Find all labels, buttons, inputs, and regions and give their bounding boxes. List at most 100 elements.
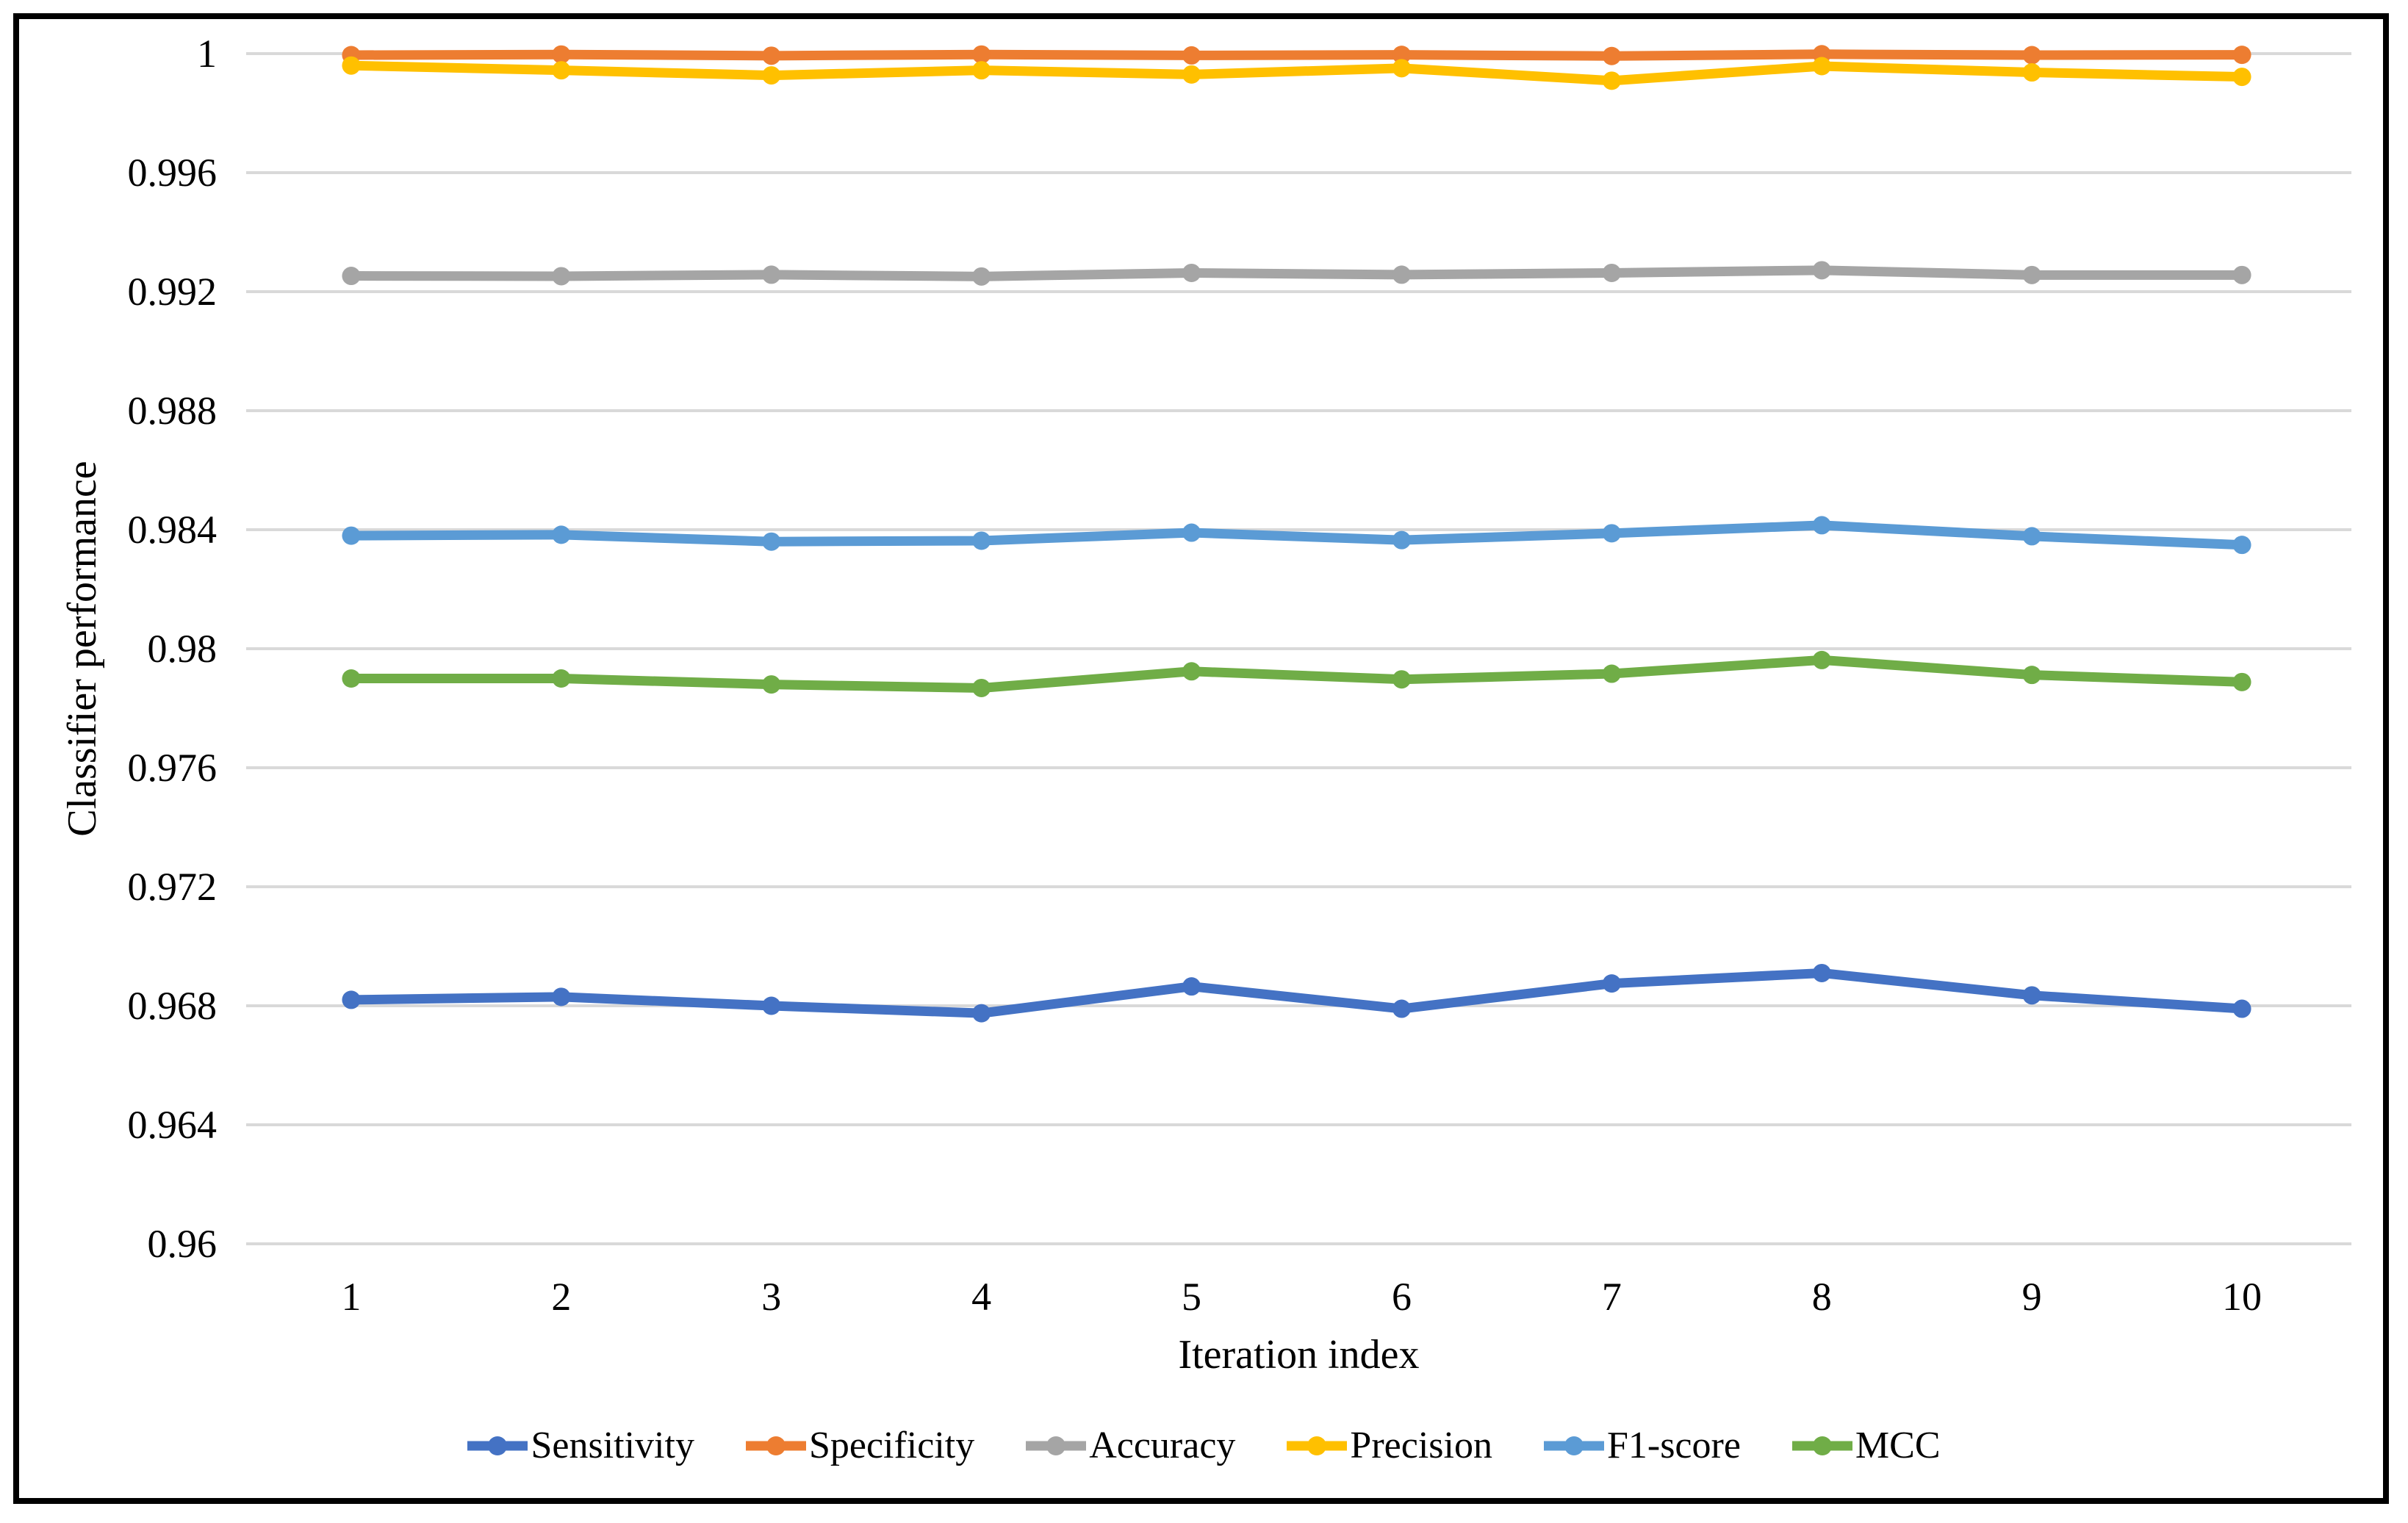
y-tick-label: 1 xyxy=(197,32,217,76)
series-point-mcc-7 xyxy=(1602,664,1621,683)
series-point-f1-score-7 xyxy=(1602,524,1621,543)
series-line-f1-score xyxy=(346,520,2247,550)
series-point-f1-score-1 xyxy=(342,526,361,545)
series-point-accuracy-7 xyxy=(1602,263,1621,282)
legend-dot xyxy=(488,1436,508,1455)
series-point-specificity-2 xyxy=(552,45,571,64)
legend-item-sensitivity: Sensitivity xyxy=(467,1424,694,1467)
series-point-sensitivity-6 xyxy=(1392,999,1411,1018)
x-axis-title: Iteration index xyxy=(1178,1332,1420,1378)
legend-item-accuracy: Accuracy xyxy=(1026,1424,1235,1467)
legend-dot xyxy=(1046,1436,1066,1455)
legend-dot xyxy=(1564,1436,1584,1455)
series-point-accuracy-9 xyxy=(2022,265,2041,284)
series-point-f1-score-6 xyxy=(1392,530,1411,550)
x-tick-label: 10 xyxy=(2222,1275,2262,1319)
series-point-precision-1 xyxy=(342,56,361,75)
y-tick-label: 0.964 xyxy=(128,1103,218,1147)
legend-dot xyxy=(1307,1436,1327,1455)
legend: Sensitivity Specificity Accuracy Precision F… xyxy=(19,1424,2389,1467)
series-point-sensitivity-8 xyxy=(1812,963,1831,982)
legend-label: MCC xyxy=(1855,1425,1941,1466)
series-point-accuracy-5 xyxy=(1182,263,1201,282)
series-point-specificity-6 xyxy=(1392,46,1411,65)
series-point-accuracy-4 xyxy=(972,267,991,286)
legend-label: Sensitivity xyxy=(531,1425,694,1466)
x-tick-label: 8 xyxy=(1812,1275,1832,1319)
series-point-mcc-4 xyxy=(972,678,991,697)
series-point-f1-score-3 xyxy=(762,532,781,551)
series-point-specificity-7 xyxy=(1602,46,1621,65)
series-point-mcc-5 xyxy=(1182,662,1201,681)
x-tick-label: 1 xyxy=(341,1275,361,1319)
series-point-precision-6 xyxy=(1392,59,1411,78)
x-tick-label: 2 xyxy=(551,1275,571,1319)
series-line-accuracy xyxy=(346,265,2247,281)
series-point-accuracy-10 xyxy=(2232,265,2251,284)
y-tick-label: 0.992 xyxy=(128,270,218,314)
legend-marker-icon xyxy=(745,1436,806,1455)
series-point-f1-score-8 xyxy=(1812,516,1831,535)
series-point-sensitivity-4 xyxy=(972,1004,991,1023)
series-point-mcc-10 xyxy=(2232,672,2251,691)
y-tick-label: 0.976 xyxy=(128,746,218,790)
series-point-mcc-3 xyxy=(762,675,781,694)
y-tick-label: 0.988 xyxy=(128,389,218,433)
legend-marker-icon xyxy=(467,1436,528,1455)
series-point-specificity-10 xyxy=(2232,46,2251,65)
series-point-mcc-6 xyxy=(1392,670,1411,689)
y-tick-label: 0.972 xyxy=(128,865,218,909)
series-point-specificity-5 xyxy=(1182,46,1201,65)
series-point-sensitivity-10 xyxy=(2232,999,2251,1018)
series-point-mcc-2 xyxy=(552,669,571,688)
chart-frame xyxy=(13,13,2389,1504)
series-point-mcc-9 xyxy=(2022,666,2041,685)
series-point-sensitivity-3 xyxy=(762,996,781,1015)
series-point-precision-10 xyxy=(2232,68,2251,87)
legend-dot xyxy=(1812,1436,1832,1455)
x-tick-label: 9 xyxy=(2022,1275,2042,1319)
series-point-precision-2 xyxy=(552,61,571,80)
y-tick-label: 0.996 xyxy=(128,151,218,195)
y-axis-title: Classifier performance xyxy=(60,461,105,837)
series-line-precision xyxy=(346,60,2247,86)
legend-label: Specificity xyxy=(808,1425,975,1466)
series-point-f1-score-5 xyxy=(1182,523,1201,542)
legend-item-f1-score: F1-score xyxy=(1543,1424,1741,1467)
series-line-specificity xyxy=(346,49,2247,61)
series-point-specificity-9 xyxy=(2022,46,2041,65)
legend-marker-icon xyxy=(1026,1436,1087,1455)
series-point-mcc-1 xyxy=(342,669,361,688)
legend-marker-icon xyxy=(1287,1436,1348,1455)
series-point-accuracy-8 xyxy=(1812,261,1831,280)
y-tick-label: 0.968 xyxy=(128,984,218,1028)
series-line-sensitivity xyxy=(346,968,2247,1018)
series-point-sensitivity-7 xyxy=(1602,974,1621,993)
x-tick-label: 3 xyxy=(761,1275,781,1319)
legend-label: Precision xyxy=(1350,1425,1492,1466)
series-point-precision-7 xyxy=(1602,71,1621,90)
series-point-accuracy-3 xyxy=(762,265,781,284)
series-point-accuracy-6 xyxy=(1392,265,1411,284)
series-point-precision-4 xyxy=(972,61,991,80)
legend-label: Accuracy xyxy=(1089,1425,1236,1466)
series-point-mcc-8 xyxy=(1812,650,1831,669)
legend-marker-icon xyxy=(1791,1436,1852,1455)
series-point-f1-score-4 xyxy=(972,531,991,550)
legend-dot xyxy=(766,1436,786,1455)
series-point-precision-3 xyxy=(762,66,781,85)
series-point-specificity-4 xyxy=(972,45,991,64)
legend-marker-icon xyxy=(1543,1436,1604,1455)
series-point-sensitivity-2 xyxy=(552,987,571,1007)
x-tick-label: 7 xyxy=(1602,1275,1622,1319)
y-tick-label: 0.96 xyxy=(148,1222,218,1266)
legend-item-mcc: MCC xyxy=(1791,1424,1941,1467)
series-point-precision-8 xyxy=(1812,57,1831,76)
y-tick-label: 0.984 xyxy=(128,508,218,552)
legend-label: F1-score xyxy=(1606,1425,1741,1466)
x-tick-label: 4 xyxy=(971,1275,991,1319)
series-point-f1-score-2 xyxy=(552,525,571,544)
series-point-specificity-3 xyxy=(762,46,781,65)
series-point-precision-5 xyxy=(1182,65,1201,84)
